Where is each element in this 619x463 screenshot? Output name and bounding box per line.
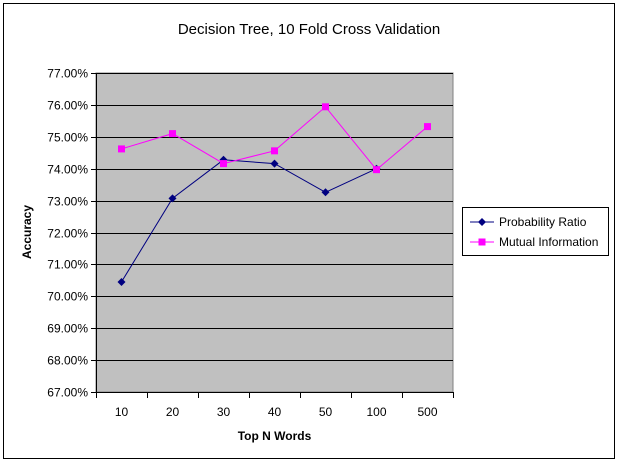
data-point [270,159,279,168]
y-tick-label: 77.00% [47,67,88,81]
x-axis-title: Top N Words [238,429,312,443]
data-point [220,160,227,168]
legend-label: Mutual Information [499,235,598,249]
data-point [118,145,125,153]
y-tick-label: 74.00% [47,163,88,177]
series-layer [117,103,431,286]
data-point [169,130,176,138]
gridlines [96,73,453,361]
data-point [373,166,380,174]
y-axis-tick-labels: 67.00% 68.00% 69.00% 70.00% 71.00% 72.00% 73.0… [47,67,88,400]
series-line [121,159,377,283]
x-tick-label: 50 [319,405,333,419]
x-tick-label: 30 [217,405,231,419]
legend-box [462,207,609,256]
legend-marker [478,218,486,226]
y-tick-label: 73.00% [47,195,88,209]
y-tick-label: 76.00% [47,99,88,113]
data-point [117,277,126,286]
data-point [321,188,330,197]
y-tick-label: 68.00% [47,354,88,368]
data-point [168,194,177,203]
data-point [424,123,431,131]
plot-area [95,72,454,393]
y-axis-title: Accuracy [20,205,34,259]
series-mutual-information [118,103,431,174]
x-tick-label: 40 [268,405,282,419]
x-tick-label: 20 [166,405,180,419]
y-tick-label: 67.00% [47,386,88,400]
x-tick-label: 10 [115,405,129,419]
y-tick-label: 75.00% [47,131,88,145]
x-axis-tick-labels: 10 20 30 40 50 100 500 [115,405,438,419]
y-tick-label: 72.00% [47,227,88,241]
y-tick-label: 71.00% [47,258,88,272]
x-tick-label: 500 [417,405,437,419]
axes [91,73,454,398]
x-tick-label: 100 [366,405,386,419]
legend-label: Probability Ratio [499,215,587,229]
data-point [271,147,278,155]
y-tick-label: 70.00% [47,290,88,304]
data-point [322,103,329,111]
legend-marker [478,238,486,246]
chart-title: Decision Tree, 10 Fold Cross Validation [178,21,440,38]
y-tick-label: 69.00% [47,322,88,336]
legend: Probability Ratio Mutual Information [462,207,609,256]
